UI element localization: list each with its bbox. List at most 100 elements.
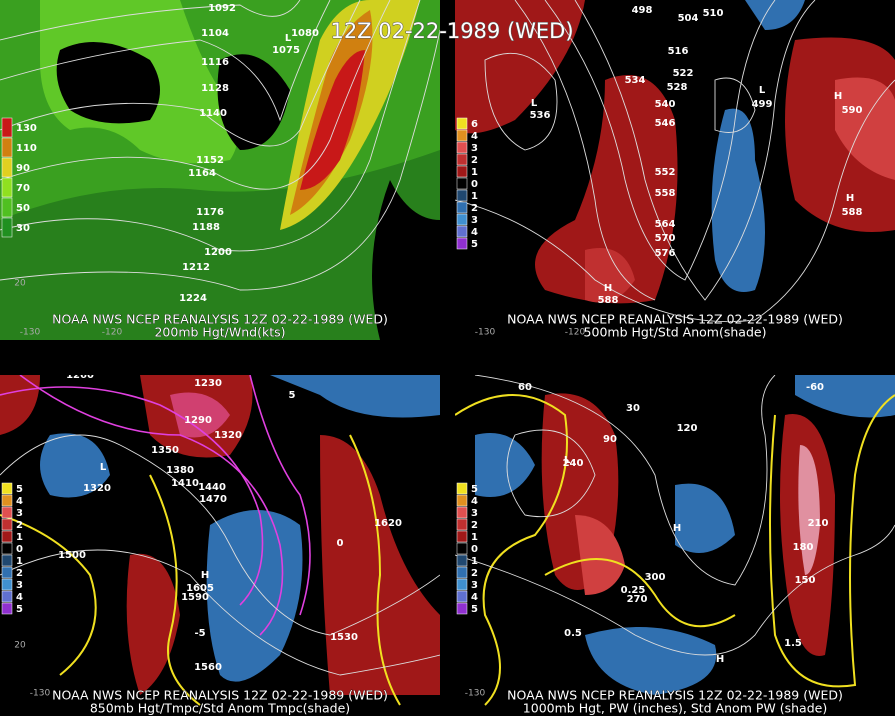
legend-label: 2: [471, 520, 478, 531]
contour: [514, 0, 656, 301]
contour-label: L: [531, 98, 538, 109]
contour-label: L: [564, 455, 571, 466]
shade: [0, 150, 440, 340]
contour-label: 1152: [196, 155, 224, 166]
legend-swatch: [456, 153, 468, 166]
legend-swatch: [1, 578, 13, 591]
legend-label: 1: [471, 167, 478, 178]
contour-label: 1410: [171, 478, 199, 489]
contour-label: 1440: [198, 482, 226, 493]
contour: [484, 52, 558, 151]
pw-contour: [544, 558, 736, 628]
contour: [0, 0, 361, 147]
legend-label: 3: [471, 215, 478, 226]
shade: [126, 553, 180, 695]
contour-label: 210: [808, 518, 829, 529]
contour: [0, 0, 391, 190]
legend-swatch: [456, 482, 468, 495]
legend-swatch: [1, 506, 13, 519]
contour: [0, 549, 440, 676]
legend-swatch: [456, 542, 468, 555]
contour-label: 1212: [182, 262, 210, 273]
legend-label: 0: [471, 544, 478, 555]
contour: [506, 429, 596, 518]
legend-swatch: [1, 482, 13, 495]
legend-swatch: [1, 157, 13, 178]
contour-label: 1075: [272, 45, 300, 56]
shade: [585, 248, 635, 303]
legend-label: 5: [16, 604, 23, 615]
legend-swatch: [1, 117, 13, 138]
contour: [714, 77, 756, 133]
contour-label: 498: [632, 5, 653, 16]
shade: [575, 515, 625, 595]
legend-swatch: [456, 506, 468, 519]
contour-label: 1260: [66, 370, 94, 381]
legend-swatch: [456, 578, 468, 591]
legend-swatch: [456, 189, 468, 202]
contour-label: H: [846, 193, 854, 204]
contour-label: 1164: [188, 168, 216, 179]
contour: [474, 375, 776, 586]
contour-label: L: [759, 85, 766, 96]
title: 12Z 02-22-1989 (WED): [330, 19, 573, 43]
panel-1000mb: 6030901202102402703001801500.50.251.5HHL…: [455, 375, 895, 716]
legend-label: 2: [471, 568, 478, 579]
contour-label: 499: [752, 99, 773, 110]
legend-swatch: [456, 590, 468, 603]
contour-label: 528: [667, 82, 688, 93]
contour-label: H: [834, 91, 842, 102]
legend-swatch: [1, 177, 13, 198]
contour-label: 1116: [201, 57, 229, 68]
contour: [0, 0, 421, 252]
legend-label: 30: [16, 223, 30, 234]
caption-source: NOAA NWS NCEP REANALYSIS 12Z 02-22-1989 …: [507, 688, 843, 703]
legend-label: 5: [471, 239, 478, 250]
panel-200mb: 1092 1104 1116 1128 1140 1152 1164 1176 1188 1200…: [0, 0, 440, 340]
contour: [455, 79, 895, 323]
legend-label: 5: [471, 604, 478, 615]
legend-label: 2: [16, 568, 23, 579]
contour-label: H: [604, 283, 612, 294]
contour-label: 546: [655, 118, 676, 129]
shade: [535, 75, 678, 304]
contour-label: 0.25: [621, 585, 646, 596]
shade: [300, 50, 365, 190]
caption-field: 500mb Hgt/Std Anom(shade): [584, 325, 767, 340]
isotherm: [249, 375, 311, 616]
contour-label: 558: [655, 188, 676, 199]
shade: [798, 445, 820, 575]
contour-label: 1500: [58, 550, 86, 561]
legend-swatch: [1, 590, 13, 603]
shade: [745, 0, 805, 30]
contour-label: 552: [655, 167, 676, 178]
legend-label: 5: [16, 484, 23, 495]
legend-label: 4: [471, 131, 478, 142]
contour-label: L: [285, 33, 292, 44]
legend-swatch: [456, 554, 468, 567]
contour-label: 1140: [199, 108, 227, 119]
contour-label: 60: [518, 382, 532, 393]
legend-label: 4: [471, 227, 478, 238]
shade: [40, 433, 110, 498]
legend-label: 3: [16, 580, 23, 591]
contour-label: 1320: [214, 430, 242, 441]
contour-label: 120: [677, 423, 698, 434]
legend-swatch: [1, 542, 13, 555]
shade: [206, 510, 303, 682]
legend-label: 4: [16, 496, 23, 507]
contour-label: 1224: [179, 293, 207, 304]
contour-label: 0: [337, 538, 344, 549]
contour-label: 1590: [181, 592, 209, 603]
contour-label: 90: [603, 434, 617, 445]
contour-label: 1176: [196, 207, 224, 218]
legend-swatch: [1, 530, 13, 543]
axis-label: -120: [102, 328, 123, 338]
caption-source: NOAA NWS NCEP REANALYSIS 12Z 02-22-1989 …: [52, 688, 388, 703]
legend-label: 90: [16, 163, 30, 174]
legend-swatch: [1, 554, 13, 567]
contour-label: 1230: [194, 378, 222, 389]
contour: [544, 0, 776, 281]
legend-swatch: [456, 530, 468, 543]
